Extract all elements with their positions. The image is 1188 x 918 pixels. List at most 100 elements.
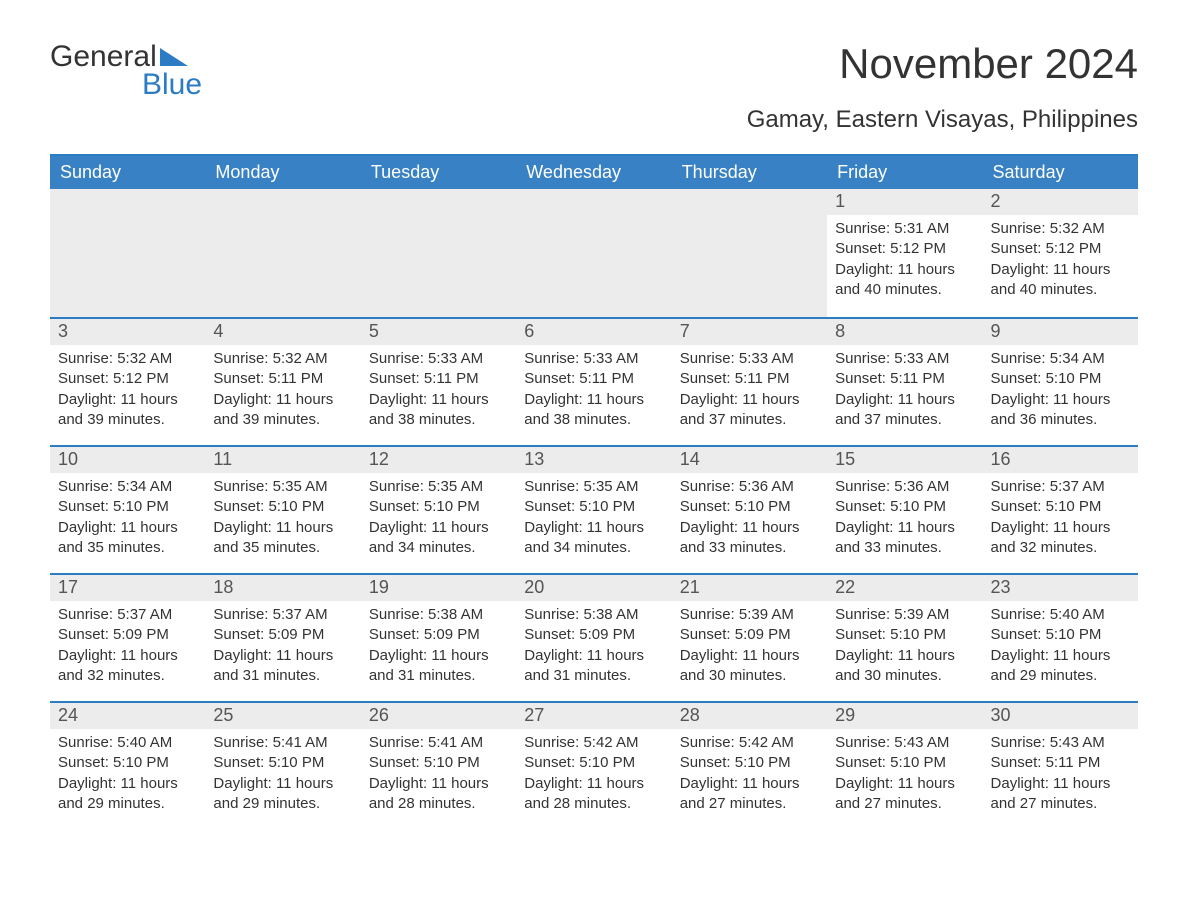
daylight-line: Daylight: 11 hours and 31 minutes. xyxy=(369,646,508,687)
day-details: Sunrise: 5:36 AMSunset: 5:10 PMDaylight:… xyxy=(672,473,827,570)
calendar-day-cell: 10Sunrise: 5:34 AMSunset: 5:10 PMDayligh… xyxy=(50,447,205,573)
sunrise-line: Sunrise: 5:39 AM xyxy=(680,605,819,625)
day-number: 9 xyxy=(983,319,1138,345)
day-details: Sunrise: 5:37 AMSunset: 5:10 PMDaylight:… xyxy=(983,473,1138,570)
day-number: 28 xyxy=(672,703,827,729)
sunset-line: Sunset: 5:10 PM xyxy=(835,753,974,773)
sunset-line: Sunset: 5:10 PM xyxy=(524,753,663,773)
day-details: Sunrise: 5:39 AMSunset: 5:10 PMDaylight:… xyxy=(827,601,982,698)
sunrise-line: Sunrise: 5:42 AM xyxy=(680,733,819,753)
daylight-line: Daylight: 11 hours and 39 minutes. xyxy=(213,390,352,431)
calendar-week: 17Sunrise: 5:37 AMSunset: 5:09 PMDayligh… xyxy=(50,573,1138,701)
day-details: Sunrise: 5:38 AMSunset: 5:09 PMDaylight:… xyxy=(516,601,671,698)
sunrise-line: Sunrise: 5:37 AM xyxy=(58,605,197,625)
sunrise-line: Sunrise: 5:41 AM xyxy=(213,733,352,753)
day-number: 21 xyxy=(672,575,827,601)
calendar-day-cell: 3Sunrise: 5:32 AMSunset: 5:12 PMDaylight… xyxy=(50,319,205,445)
weekday-header-cell: Wednesday xyxy=(516,156,671,189)
daylight-line: Daylight: 11 hours and 29 minutes. xyxy=(213,774,352,815)
day-details: Sunrise: 5:31 AMSunset: 5:12 PMDaylight:… xyxy=(827,215,982,312)
day-details: Sunrise: 5:33 AMSunset: 5:11 PMDaylight:… xyxy=(516,345,671,442)
calendar-day-cell: 16Sunrise: 5:37 AMSunset: 5:10 PMDayligh… xyxy=(983,447,1138,573)
day-number: 8 xyxy=(827,319,982,345)
day-number: 17 xyxy=(50,575,205,601)
day-number: 3 xyxy=(50,319,205,345)
calendar-day-cell: 5Sunrise: 5:33 AMSunset: 5:11 PMDaylight… xyxy=(361,319,516,445)
day-details: Sunrise: 5:36 AMSunset: 5:10 PMDaylight:… xyxy=(827,473,982,570)
daylight-line: Daylight: 11 hours and 36 minutes. xyxy=(991,390,1130,431)
calendar-day-cell: 30Sunrise: 5:43 AMSunset: 5:11 PMDayligh… xyxy=(983,703,1138,829)
sunset-line: Sunset: 5:12 PM xyxy=(835,239,974,259)
calendar-day-cell: 29Sunrise: 5:43 AMSunset: 5:10 PMDayligh… xyxy=(827,703,982,829)
day-details: Sunrise: 5:33 AMSunset: 5:11 PMDaylight:… xyxy=(672,345,827,442)
calendar-day-cell: 8Sunrise: 5:33 AMSunset: 5:11 PMDaylight… xyxy=(827,319,982,445)
day-details: Sunrise: 5:41 AMSunset: 5:10 PMDaylight:… xyxy=(205,729,360,826)
daylight-line: Daylight: 11 hours and 38 minutes. xyxy=(524,390,663,431)
empty-day xyxy=(50,189,205,317)
calendar-day-cell xyxy=(516,189,671,317)
day-number: 30 xyxy=(983,703,1138,729)
day-number: 26 xyxy=(361,703,516,729)
sunrise-line: Sunrise: 5:35 AM xyxy=(213,477,352,497)
day-number: 2 xyxy=(983,189,1138,215)
top-bar: General Blue November 2024 Gamay, Easter… xyxy=(50,40,1138,134)
calendar-week: 3Sunrise: 5:32 AMSunset: 5:12 PMDaylight… xyxy=(50,317,1138,445)
sunset-line: Sunset: 5:10 PM xyxy=(58,497,197,517)
calendar-week: 1Sunrise: 5:31 AMSunset: 5:12 PMDaylight… xyxy=(50,189,1138,317)
daylight-line: Daylight: 11 hours and 32 minutes. xyxy=(58,646,197,687)
sunrise-line: Sunrise: 5:38 AM xyxy=(369,605,508,625)
weekday-header-cell: Sunday xyxy=(50,156,205,189)
day-number: 5 xyxy=(361,319,516,345)
empty-day xyxy=(361,189,516,317)
day-number: 1 xyxy=(827,189,982,215)
sunrise-line: Sunrise: 5:34 AM xyxy=(58,477,197,497)
sunrise-line: Sunrise: 5:32 AM xyxy=(58,349,197,369)
calendar-day-cell: 14Sunrise: 5:36 AMSunset: 5:10 PMDayligh… xyxy=(672,447,827,573)
calendar-day-cell: 7Sunrise: 5:33 AMSunset: 5:11 PMDaylight… xyxy=(672,319,827,445)
daylight-line: Daylight: 11 hours and 28 minutes. xyxy=(524,774,663,815)
calendar-day-cell: 18Sunrise: 5:37 AMSunset: 5:09 PMDayligh… xyxy=(205,575,360,701)
sunrise-line: Sunrise: 5:35 AM xyxy=(369,477,508,497)
sunrise-line: Sunrise: 5:33 AM xyxy=(524,349,663,369)
daylight-line: Daylight: 11 hours and 37 minutes. xyxy=(835,390,974,431)
day-details: Sunrise: 5:42 AMSunset: 5:10 PMDaylight:… xyxy=(516,729,671,826)
sunset-line: Sunset: 5:09 PM xyxy=(680,625,819,645)
sunset-line: Sunset: 5:11 PM xyxy=(835,369,974,389)
day-details: Sunrise: 5:33 AMSunset: 5:11 PMDaylight:… xyxy=(827,345,982,442)
sunset-line: Sunset: 5:09 PM xyxy=(369,625,508,645)
empty-day xyxy=(672,189,827,317)
sunrise-line: Sunrise: 5:31 AM xyxy=(835,219,974,239)
daylight-line: Daylight: 11 hours and 31 minutes. xyxy=(213,646,352,687)
sunset-line: Sunset: 5:10 PM xyxy=(680,497,819,517)
day-details: Sunrise: 5:43 AMSunset: 5:10 PMDaylight:… xyxy=(827,729,982,826)
day-number: 11 xyxy=(205,447,360,473)
day-details: Sunrise: 5:41 AMSunset: 5:10 PMDaylight:… xyxy=(361,729,516,826)
sunset-line: Sunset: 5:10 PM xyxy=(213,753,352,773)
calendar-day-cell xyxy=(672,189,827,317)
daylight-line: Daylight: 11 hours and 33 minutes. xyxy=(680,518,819,559)
calendar-day-cell: 9Sunrise: 5:34 AMSunset: 5:10 PMDaylight… xyxy=(983,319,1138,445)
day-details: Sunrise: 5:35 AMSunset: 5:10 PMDaylight:… xyxy=(205,473,360,570)
day-details: Sunrise: 5:42 AMSunset: 5:10 PMDaylight:… xyxy=(672,729,827,826)
sunrise-line: Sunrise: 5:37 AM xyxy=(213,605,352,625)
weekday-header-cell: Saturday xyxy=(983,156,1138,189)
day-details: Sunrise: 5:34 AMSunset: 5:10 PMDaylight:… xyxy=(983,345,1138,442)
logo: General Blue xyxy=(50,40,202,102)
calendar-week: 24Sunrise: 5:40 AMSunset: 5:10 PMDayligh… xyxy=(50,701,1138,829)
daylight-line: Daylight: 11 hours and 35 minutes. xyxy=(213,518,352,559)
sunset-line: Sunset: 5:10 PM xyxy=(991,625,1130,645)
daylight-line: Daylight: 11 hours and 29 minutes. xyxy=(991,646,1130,687)
daylight-line: Daylight: 11 hours and 30 minutes. xyxy=(835,646,974,687)
calendar-day-cell: 20Sunrise: 5:38 AMSunset: 5:09 PMDayligh… xyxy=(516,575,671,701)
sunset-line: Sunset: 5:11 PM xyxy=(369,369,508,389)
day-number: 13 xyxy=(516,447,671,473)
sunrise-line: Sunrise: 5:33 AM xyxy=(835,349,974,369)
calendar-day-cell: 11Sunrise: 5:35 AMSunset: 5:10 PMDayligh… xyxy=(205,447,360,573)
sunrise-line: Sunrise: 5:40 AM xyxy=(58,733,197,753)
sunrise-line: Sunrise: 5:33 AM xyxy=(369,349,508,369)
calendar-day-cell: 27Sunrise: 5:42 AMSunset: 5:10 PMDayligh… xyxy=(516,703,671,829)
daylight-line: Daylight: 11 hours and 33 minutes. xyxy=(835,518,974,559)
sunset-line: Sunset: 5:10 PM xyxy=(991,497,1130,517)
calendar-day-cell: 26Sunrise: 5:41 AMSunset: 5:10 PMDayligh… xyxy=(361,703,516,829)
calendar: SundayMondayTuesdayWednesdayThursdayFrid… xyxy=(50,154,1138,829)
